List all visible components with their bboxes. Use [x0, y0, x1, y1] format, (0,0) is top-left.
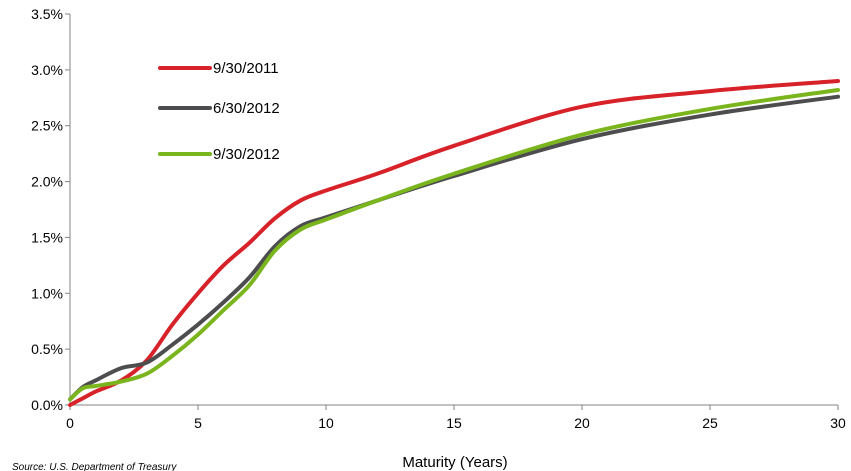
series-layer: [68, 79, 840, 407]
legend: 9/30/2011 6/30/2012 9/30/2012: [158, 60, 280, 163]
series-line-1: [68, 94, 840, 402]
x-tick-label: 0: [66, 415, 74, 431]
x-tick-label: 10: [318, 415, 334, 431]
legend-label-1: 6/30/2012: [213, 100, 280, 117]
y-tick-label: 2.5%: [31, 118, 63, 134]
y-tick-label: 1.5%: [31, 229, 63, 245]
x-tick-label: 15: [446, 415, 462, 431]
y-tick-label: 3.5%: [31, 6, 63, 22]
x-tick-label: 20: [574, 415, 590, 431]
x-axis: 0 5 10 15 20 25 30: [66, 404, 846, 431]
x-axis-title: Maturity (Years): [402, 454, 507, 471]
series-line-0: [68, 79, 840, 407]
y-axis: 0.0% 0.5% 1.0% 1.5% 2.0% 2.5% 3.0% 3.5%: [31, 6, 71, 413]
y-tick-label: 1.0%: [31, 285, 63, 301]
source-note: Source: U.S. Department of Treasury: [12, 462, 177, 471]
series-line-2: [68, 87, 840, 402]
x-tick-label: 30: [830, 415, 846, 431]
y-tick-label: 0.5%: [31, 341, 63, 357]
y-tick-label: 3.0%: [31, 62, 63, 78]
x-tick-label: 25: [702, 415, 718, 431]
y-tick-label: 2.0%: [31, 174, 63, 190]
x-tick-label: 5: [194, 415, 202, 431]
y-tick-label: 0.0%: [31, 397, 63, 413]
legend-label-2: 9/30/2012: [213, 146, 280, 163]
legend-label-0: 9/30/2011: [213, 60, 279, 77]
